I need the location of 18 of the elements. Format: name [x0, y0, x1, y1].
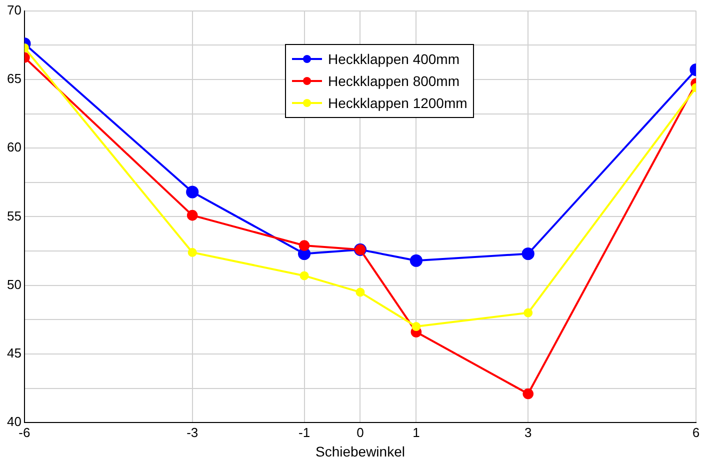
y-tick-label: 40	[6, 414, 22, 430]
x-tick-label: -3	[186, 424, 198, 440]
x-tick-label: 3	[524, 424, 532, 440]
y-tick-label: 60	[6, 140, 22, 155]
x-axis-title: Schiebewinkel	[315, 443, 405, 460]
y-tick-label: 50	[6, 276, 22, 292]
x-tick-label: 6	[692, 424, 700, 440]
y-tick-label: 45	[6, 346, 22, 361]
x-tick-label: -6	[18, 424, 30, 440]
legend-label: Heckklappen 400mm	[328, 50, 460, 69]
x-tick-label: 0	[356, 424, 364, 440]
y-tick-label: 55	[6, 208, 22, 224]
legend-label: Heckklappen 1200mm	[328, 94, 468, 113]
x-tick-label: -1	[298, 424, 310, 440]
legend-label: Heckklappen 800mm	[328, 72, 460, 91]
y-tick-label: 70	[6, 2, 22, 18]
x-tick-label: 1	[412, 424, 420, 440]
y-tick-label: 65	[6, 71, 22, 86]
